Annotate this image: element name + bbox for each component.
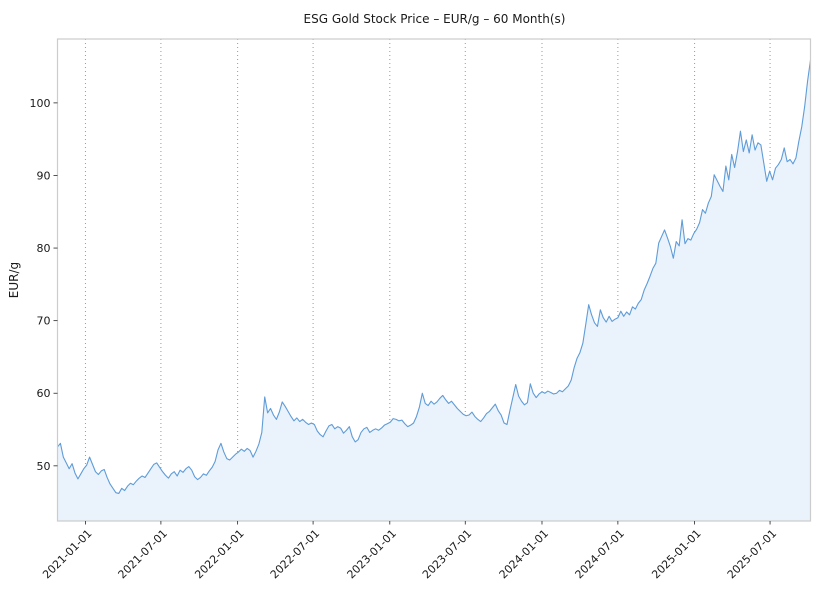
y-tick-label: 80 [37,242,51,255]
price-area-fill [57,60,811,522]
x-tick-label: 2024-07-01 [573,527,627,581]
y-tick-label: 70 [37,315,51,328]
x-tick-label: 2021-07-01 [116,527,170,581]
x-tick-label: 2025-07-01 [725,527,779,581]
y-tick-label: 90 [37,169,51,182]
x-tick-label: 2024-01-01 [497,527,551,581]
chart-title: ESG Gold Stock Price – EUR/g – 60 Month(… [303,12,566,26]
plot-border [56,38,812,522]
x-tick-label: 2022-07-01 [268,527,322,581]
x-tick-label: 2023-07-01 [420,527,474,581]
y-tick-label: 60 [37,387,51,400]
x-tick-label: 2023-01-01 [345,527,399,581]
x-tick-label: 2025-01-01 [649,527,703,581]
price-line [56,59,812,494]
y-tick-label: 50 [37,460,51,473]
x-tick-label: 2022-01-01 [192,527,246,581]
x-tick-label: 2021-01-01 [40,527,94,581]
y-tick-label: 100 [30,97,51,110]
